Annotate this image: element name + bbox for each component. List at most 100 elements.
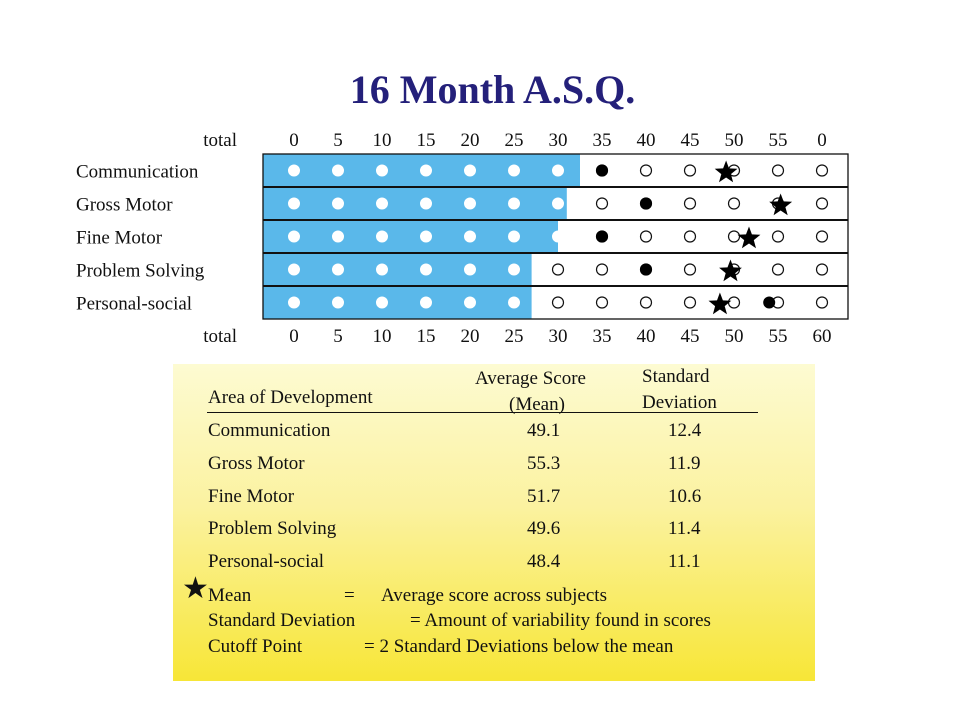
top-axis-header: total bbox=[203, 130, 237, 151]
score-circle bbox=[639, 164, 653, 177]
score-circle bbox=[815, 164, 829, 177]
mean-star-marker bbox=[769, 193, 793, 216]
table-row-mean: 55.3 bbox=[527, 453, 561, 474]
score-circle bbox=[332, 197, 344, 210]
mean-star-marker bbox=[719, 259, 742, 282]
score-circle bbox=[420, 263, 432, 276]
score-circle bbox=[771, 230, 785, 243]
bottom-tick-label: 15 bbox=[417, 326, 436, 347]
score-circle bbox=[332, 164, 344, 177]
score-circle bbox=[771, 164, 785, 177]
row-label: Fine Motor bbox=[76, 228, 163, 249]
top-tick-label: 5 bbox=[333, 130, 343, 151]
table-row-mean: 51.7 bbox=[527, 486, 561, 507]
table-row-area: Problem Solving bbox=[208, 518, 337, 539]
col-header-sd-line2: Deviation bbox=[642, 392, 717, 413]
table-row-sd: 11.9 bbox=[668, 453, 701, 474]
bottom-tick-label: 60 bbox=[813, 326, 832, 347]
score-circle bbox=[771, 263, 785, 276]
table-row-area: Personal-social bbox=[208, 551, 325, 572]
score-circle bbox=[595, 197, 609, 210]
mean-star-marker bbox=[737, 226, 761, 249]
score-circle bbox=[683, 164, 697, 177]
child-score-dot bbox=[596, 164, 608, 177]
score-circle bbox=[639, 296, 653, 309]
score-circle bbox=[595, 296, 609, 309]
bottom-tick-label: 30 bbox=[549, 326, 568, 347]
star-icon: ★ bbox=[182, 572, 209, 605]
child-score-dot bbox=[763, 296, 776, 309]
score-circle bbox=[815, 230, 829, 243]
score-circle bbox=[815, 197, 829, 210]
table-row-mean: 49.1 bbox=[527, 420, 561, 441]
col-header-mean-line1: Average Score bbox=[475, 368, 586, 389]
top-tick-label: 40 bbox=[637, 130, 656, 151]
score-circle bbox=[464, 230, 476, 243]
score-circle bbox=[288, 197, 300, 210]
top-tick-label: 55 bbox=[769, 130, 788, 151]
top-tick-label: 30 bbox=[549, 130, 568, 151]
table-row-sd: 12.4 bbox=[668, 420, 702, 441]
table-row-area: Gross Motor bbox=[208, 453, 305, 474]
score-circle bbox=[376, 230, 388, 243]
mean-term: Mean bbox=[208, 585, 252, 606]
table-row-mean: 49.6 bbox=[527, 518, 561, 539]
child-score-dot bbox=[596, 230, 608, 243]
score-circle bbox=[508, 296, 520, 309]
score-circle bbox=[332, 230, 344, 243]
score-circle bbox=[552, 164, 564, 177]
bottom-tick-label: 20 bbox=[461, 326, 480, 347]
row-label: Communication bbox=[76, 162, 199, 183]
table-row-area: Fine Motor bbox=[208, 486, 295, 507]
mean-equals: = bbox=[344, 585, 355, 606]
score-circle bbox=[595, 263, 609, 276]
score-circle bbox=[420, 296, 432, 309]
score-circle bbox=[376, 164, 388, 177]
shaded-score-band bbox=[263, 187, 567, 220]
top-tick-label: 15 bbox=[417, 130, 436, 151]
shaded-score-band bbox=[263, 253, 532, 286]
score-circle bbox=[683, 230, 697, 243]
table-row-sd: 11.4 bbox=[668, 518, 701, 539]
score-circle bbox=[288, 263, 300, 276]
mean-star-marker bbox=[708, 292, 732, 315]
score-circle bbox=[727, 197, 741, 210]
top-tick-label: 0 bbox=[817, 130, 827, 151]
score-circle bbox=[727, 296, 741, 309]
score-circle bbox=[683, 296, 697, 309]
row-label: Personal-social bbox=[76, 294, 192, 315]
bottom-axis-header: total bbox=[203, 326, 237, 347]
top-tick-label: 45 bbox=[681, 130, 700, 151]
score-circle bbox=[332, 263, 344, 276]
score-circle bbox=[551, 263, 565, 276]
score-circle bbox=[376, 296, 388, 309]
asq-grid-chart: total total 0 5 10 15 20 25 30 35 40 45 50 55 0 0 5 10 15 2… bbox=[76, 130, 849, 347]
table-row-sd: 10.6 bbox=[668, 486, 702, 507]
cutoff-definition: = 2 Standard Deviations below the mean bbox=[364, 636, 674, 657]
child-score-dot bbox=[640, 263, 652, 276]
score-circle bbox=[683, 263, 697, 276]
score-circle bbox=[288, 296, 300, 309]
top-tick-label: 0 bbox=[289, 130, 299, 151]
row-label: Problem Solving bbox=[76, 261, 205, 282]
score-circle bbox=[464, 164, 476, 177]
score-circle bbox=[464, 296, 476, 309]
summary-panel bbox=[173, 364, 815, 681]
top-tick-label: 35 bbox=[593, 130, 612, 151]
cutoff-term: Cutoff Point bbox=[208, 636, 303, 657]
score-circle bbox=[552, 230, 564, 243]
top-tick-label: 50 bbox=[725, 130, 744, 151]
score-circle bbox=[727, 230, 741, 243]
mean-definition: Average score across subjects bbox=[381, 585, 607, 606]
score-circle bbox=[508, 263, 520, 276]
bottom-tick-label: 45 bbox=[681, 326, 700, 347]
score-circle bbox=[332, 296, 344, 309]
shaded-score-band bbox=[263, 286, 532, 319]
top-tick-label: 20 bbox=[461, 130, 480, 151]
table-row-sd: 11.1 bbox=[668, 551, 701, 572]
col-header-sd-line1: Standard bbox=[642, 366, 710, 387]
mean-star-marker bbox=[714, 160, 738, 183]
score-circle bbox=[508, 230, 520, 243]
bottom-tick-label: 35 bbox=[593, 326, 612, 347]
bottom-tick-label: 40 bbox=[637, 326, 656, 347]
